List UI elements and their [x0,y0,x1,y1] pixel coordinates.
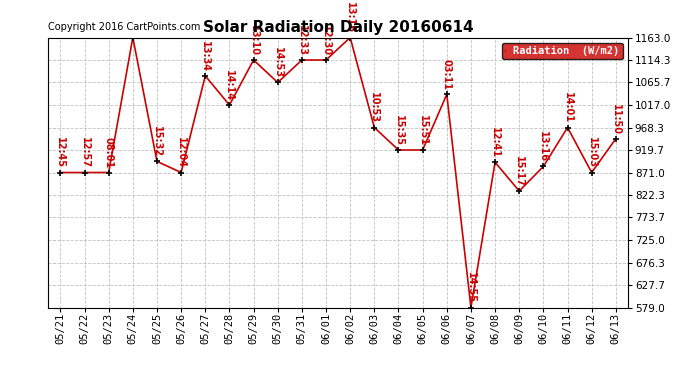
Title: Solar Radiation Daily 20160614: Solar Radiation Daily 20160614 [203,20,473,35]
Text: 03:11: 03:11 [442,59,452,90]
Text: 08:01: 08:01 [104,137,114,168]
Text: 14:55: 14:55 [466,272,476,303]
Text: 14:14: 14:14 [224,70,235,101]
Text: 14:01: 14:01 [562,92,573,123]
Text: 15:32: 15:32 [152,126,162,157]
Text: 15:35: 15:35 [393,115,404,146]
Text: 13:10: 13:10 [248,25,259,56]
Legend: Radiation  (W/m2): Radiation (W/m2) [502,43,622,59]
Text: 13:16: 13:16 [538,131,549,162]
Text: 12:45: 12:45 [55,137,66,168]
Text: 10:53: 10:53 [369,92,380,123]
Text: 15:17: 15:17 [514,156,524,187]
Text: Copyright 2016 CartPoints.com: Copyright 2016 CartPoints.com [48,22,201,32]
Text: 12:30: 12:30 [321,25,331,56]
Text: 15:03: 15:03 [586,137,597,168]
Text: 11:50: 11:50 [611,104,621,135]
Text: 13:34: 13:34 [200,41,210,72]
Text: 14:53: 14:53 [273,47,283,78]
Text: 15:51: 15:51 [417,115,428,146]
Text: 12:57: 12:57 [79,137,90,168]
Text: 12:04: 12:04 [176,137,186,168]
Text: 12:33: 12:33 [297,25,307,56]
Text: 12:41: 12:41 [490,127,500,158]
Text: 13:16: 13:16 [345,2,355,33]
